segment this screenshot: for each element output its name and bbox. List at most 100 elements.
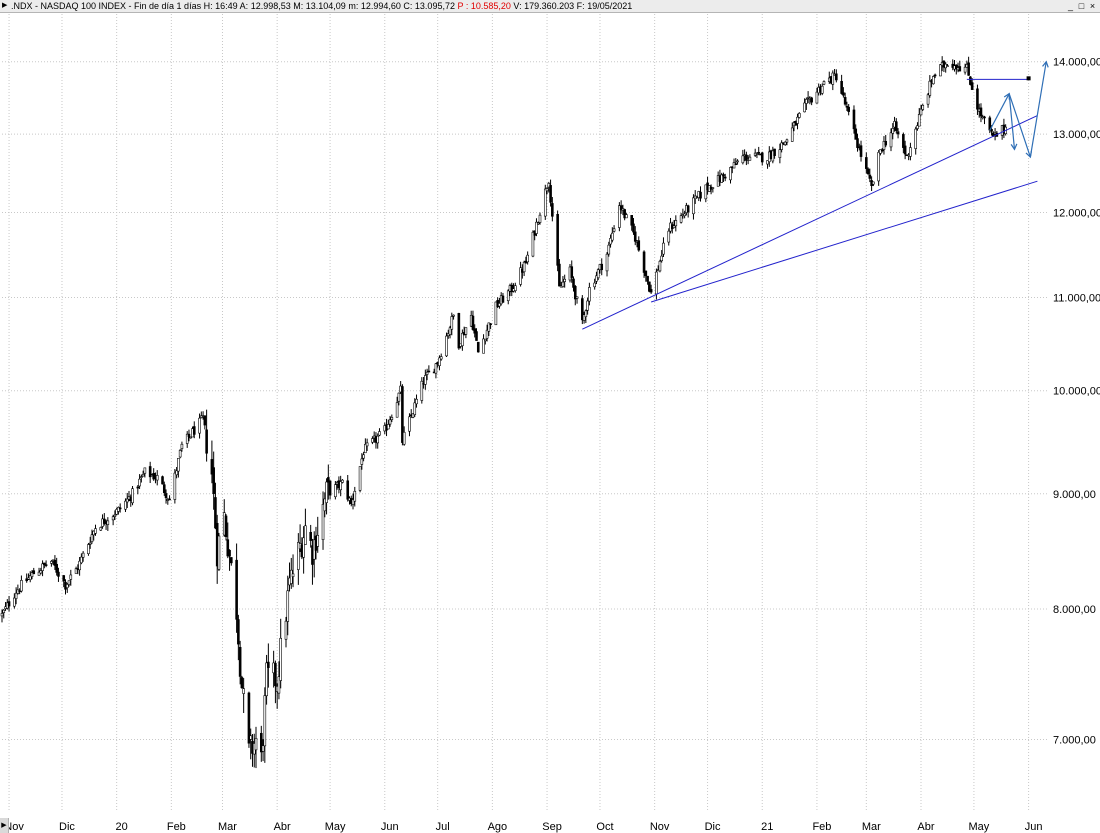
candle-body [494,301,498,326]
minimize-button[interactable]: _ [1067,1,1073,11]
candle-body [284,620,288,640]
candle-body [619,205,623,211]
candle-body [346,480,350,500]
candle-body [831,72,835,85]
candle-body [309,531,312,541]
candle-body [630,215,634,226]
projection-arrowhead [1042,60,1049,68]
candle-body [538,214,542,223]
candle-body [556,214,559,266]
candle-body [297,542,300,570]
candle-body [439,356,443,360]
candle-body [74,568,78,574]
candle-body [648,281,651,292]
field-p-value: 10.585,20 [470,1,511,11]
maximize-button[interactable]: □ [1078,1,1085,11]
annotation-lines [582,60,1049,330]
title-main: .NDX - NASDAQ 100 INDEX - Fin de día 1 d… [11,1,202,11]
candle-body [963,66,967,73]
candle-body [872,181,875,185]
candle-body [39,570,43,574]
candle-body [524,260,528,264]
candle-body [891,128,895,134]
candle-body [487,322,491,332]
candle-body [623,209,626,219]
close-button[interactable]: × [1089,1,1096,11]
candle-body [692,197,695,215]
trendline [650,180,1038,303]
candle-body [187,433,191,437]
projection-side-arrowhead [1010,143,1018,151]
candle-body [840,80,843,94]
candle-body [644,270,648,277]
candle-body [732,162,736,169]
candle-body [958,66,962,72]
candle-body [401,386,404,443]
candle-body [674,220,678,227]
candle-body [683,213,686,217]
candle-body [173,472,177,500]
candle-body [438,357,441,367]
panel-marker-icon[interactable]: ▶ [2,2,8,9]
candle-body [30,572,34,577]
candle-body [485,329,489,339]
x-tick-label: Mar [862,821,881,833]
candle-body [633,231,637,242]
x-axis: Nov Dic 20 Feb Mar Abr May Jun Jul Ago Sep Oct Nov Di… [4,821,1042,833]
candle-body [203,415,207,426]
candle-body [265,662,268,697]
candle-body [852,109,856,130]
candle-body [365,442,369,447]
scroll-left-button[interactable]: ▶ [0,818,9,833]
candle-body [113,514,117,517]
field-a-value: 12.998,53 [250,1,291,11]
candle-body [461,332,464,347]
x-tick-label: May [969,821,990,833]
candle-body [327,477,330,483]
candle-body [842,92,845,96]
candle-body [408,416,411,432]
y-tick-label: 12.000,00 [1053,207,1100,219]
field-f-value: 19/05/2021 [587,1,633,11]
projection-side-segment [1008,93,1016,150]
candle-body [646,275,649,282]
trendline [582,115,1038,330]
y-axis: 7.000,00 8.000,00 9.000,00 10.000,00 11.000,… [1053,57,1100,747]
candle-body [667,230,671,243]
candle-body [573,286,577,300]
candle-body [979,107,983,117]
candle-body [237,619,240,645]
candle-body [584,310,588,318]
field-m-label: M: [293,1,304,11]
candle-body [637,240,641,251]
candle-body [618,205,621,228]
candle-body [178,450,182,458]
x-tick-label: Sep [542,821,562,833]
candle-body [57,571,60,577]
x-tick-label: Dic [705,821,721,833]
candle-body [28,575,32,580]
candle-body [323,498,327,512]
candle-body [80,556,83,564]
candle-body [471,315,475,330]
candle-body [983,116,986,119]
candle-body [148,466,152,478]
candle-body [745,154,748,161]
field-a-label: A: [239,1,249,11]
candle-body [37,571,41,576]
candle-body [175,470,178,476]
candle-body [803,102,806,113]
x-tick-label: Oct [596,821,613,833]
candle-body [722,174,725,177]
candle-body [969,76,972,85]
projection-segment [989,93,1010,131]
candle-body [90,534,94,542]
candle-body [741,155,745,164]
candle-body [879,149,882,154]
candle-body [570,266,574,278]
candle-body [351,499,355,506]
y-tick-label: 11.000,00 [1053,293,1100,305]
candle-body [896,131,900,135]
y-tick-label: 8.000,00 [1053,604,1096,616]
